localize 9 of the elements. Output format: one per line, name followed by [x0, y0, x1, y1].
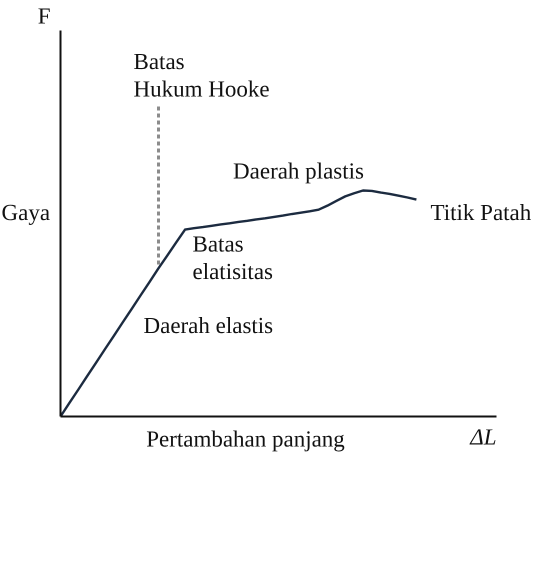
- annotation: Titik Patah: [430, 200, 532, 225]
- x-axis-title: Pertambahan panjang: [146, 426, 346, 452]
- y-axis-title: Gaya: [2, 200, 50, 225]
- annotation: Batas elatisitas: [192, 232, 274, 284]
- text: Daerah plastis: [233, 158, 364, 184]
- text: Batas Hukum Hooke: [134, 49, 270, 102]
- annotation: Daerah elastis: [144, 313, 274, 338]
- text: F: [38, 4, 51, 28]
- text: ΔL: [469, 424, 497, 450]
